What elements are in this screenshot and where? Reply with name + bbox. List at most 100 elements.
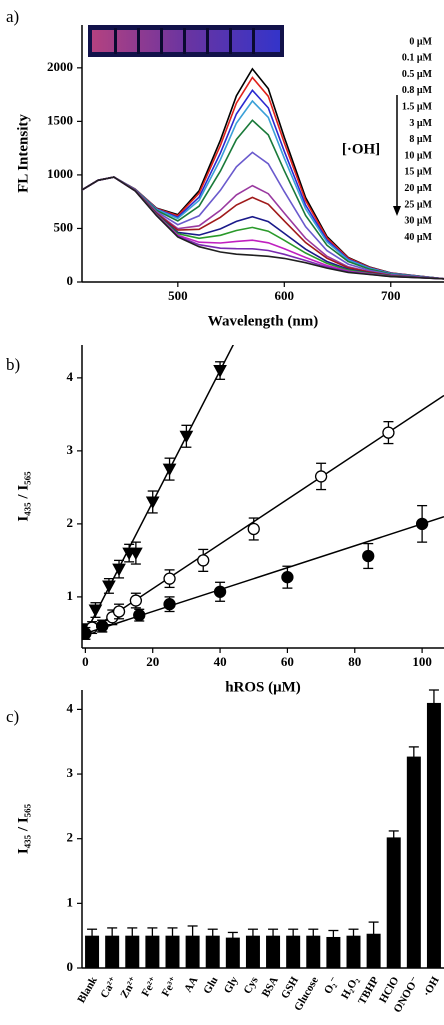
marker bbox=[102, 580, 116, 593]
x-tick-label: BSA bbox=[260, 975, 281, 1000]
x-tick-label: Zn²⁺ bbox=[118, 975, 140, 1001]
bar bbox=[85, 935, 100, 968]
marker bbox=[145, 496, 160, 510]
marker bbox=[112, 605, 126, 618]
legend-label: 3 μM bbox=[409, 118, 432, 129]
x-tick-label: 20 bbox=[146, 654, 159, 669]
marker bbox=[88, 604, 103, 618]
marker bbox=[179, 430, 194, 444]
y-tick-label: 1 bbox=[67, 894, 74, 909]
marker bbox=[247, 522, 260, 536]
x-tick-label: 80 bbox=[348, 654, 361, 669]
bar bbox=[386, 837, 401, 968]
x-tick-label: Glu bbox=[201, 975, 220, 996]
bar bbox=[326, 936, 341, 968]
arrow-head bbox=[393, 206, 401, 216]
marker bbox=[415, 517, 429, 531]
x-tick-label: 100 bbox=[412, 654, 432, 669]
y-tick-label: 1500 bbox=[47, 112, 73, 127]
x-tick-label: 500 bbox=[168, 288, 188, 303]
legend-label: 0.5 μM bbox=[402, 69, 433, 80]
x-tick-label: O₂⁻ bbox=[322, 975, 341, 996]
bar bbox=[185, 935, 200, 968]
panel-label: c) bbox=[6, 707, 19, 726]
spectrum-line bbox=[82, 119, 444, 280]
y-tick-label: 0 bbox=[67, 273, 74, 288]
marker bbox=[112, 563, 126, 577]
legend-label: 15 μM bbox=[404, 167, 432, 178]
y-tick-label: 1 bbox=[67, 588, 74, 603]
spectrum-line bbox=[82, 151, 444, 280]
marker bbox=[197, 554, 210, 567]
bar bbox=[286, 935, 301, 968]
y-tick-label: 1000 bbox=[47, 166, 73, 181]
x-tick-label: Blank bbox=[75, 974, 100, 1005]
y-tick-label: 500 bbox=[54, 219, 74, 234]
bar bbox=[306, 935, 321, 968]
legend-label: 0.8 μM bbox=[402, 85, 433, 96]
plot-area bbox=[82, 345, 444, 641]
legend-label: 0.1 μM bbox=[402, 53, 433, 64]
y-tick-label: 4 bbox=[67, 700, 74, 715]
x-tick-label: Fe³⁺ bbox=[160, 975, 181, 999]
marker bbox=[213, 365, 227, 378]
bar bbox=[205, 935, 220, 968]
panel-label: b) bbox=[6, 355, 20, 374]
y-axis-title: I₄₃₅ / I₅₆₅ bbox=[15, 471, 31, 522]
x-tick-label: 40 bbox=[214, 654, 227, 669]
y-axis-title: I₄₃₅ / I₅₆₅ bbox=[15, 803, 31, 854]
x-tick-label: TBHP bbox=[356, 975, 382, 1007]
legend-label: 1.5 μM bbox=[402, 101, 433, 112]
bar bbox=[145, 935, 160, 968]
legend-label: 0 μM bbox=[409, 36, 432, 47]
y-tick-label: 2000 bbox=[47, 59, 73, 74]
y-tick-label: 2 bbox=[67, 830, 74, 845]
y-axis-title: FL Intensity bbox=[15, 114, 31, 193]
legend-label: 30 μM bbox=[404, 216, 432, 227]
x-tick-label: 60 bbox=[281, 654, 294, 669]
marker bbox=[362, 549, 375, 563]
bar bbox=[165, 935, 180, 968]
y-tick-label: 2 bbox=[67, 515, 74, 530]
bar bbox=[266, 935, 281, 968]
spectrum-line bbox=[82, 76, 444, 280]
marker bbox=[314, 470, 328, 483]
x-tick-label: Ca²⁺ bbox=[98, 975, 120, 1001]
marker bbox=[129, 594, 143, 607]
x-tick-label: AA bbox=[182, 975, 200, 995]
annotation: [·OH] bbox=[342, 141, 380, 157]
x-tick-label: Cys bbox=[241, 974, 261, 996]
trend-line bbox=[82, 345, 235, 641]
bar bbox=[346, 935, 361, 968]
x-tick-label: 700 bbox=[381, 288, 401, 303]
spectrum-line bbox=[82, 67, 444, 280]
plot-area bbox=[82, 67, 444, 280]
marker bbox=[162, 463, 177, 477]
bar bbox=[125, 935, 140, 968]
marker bbox=[281, 571, 294, 584]
legend-label: 8 μM bbox=[409, 134, 432, 145]
bar bbox=[366, 933, 381, 968]
legend-label: 25 μM bbox=[404, 199, 432, 210]
marker bbox=[213, 585, 227, 598]
bar bbox=[105, 935, 120, 968]
x-axis-title: Wavelength (nm) bbox=[208, 313, 318, 329]
x-tick-label: ·OH bbox=[421, 974, 442, 998]
vial-photo bbox=[88, 25, 284, 57]
x-tick-label: Fe²⁺ bbox=[139, 975, 160, 999]
marker bbox=[82, 627, 92, 640]
marker bbox=[129, 547, 143, 561]
y-tick-label: 0 bbox=[67, 959, 74, 974]
marker bbox=[163, 598, 176, 611]
panel-label: a) bbox=[6, 7, 19, 26]
y-tick-label: 4 bbox=[67, 369, 74, 384]
x-axis-title: hROS (μM) bbox=[225, 679, 301, 695]
marker bbox=[382, 426, 395, 439]
bar bbox=[225, 937, 240, 968]
marker bbox=[96, 619, 109, 633]
legend-label: 20 μM bbox=[404, 183, 432, 194]
x-tick-label: Gly bbox=[222, 974, 241, 995]
y-tick-label: 3 bbox=[67, 442, 74, 457]
x-tick-label: 0 bbox=[82, 654, 89, 669]
